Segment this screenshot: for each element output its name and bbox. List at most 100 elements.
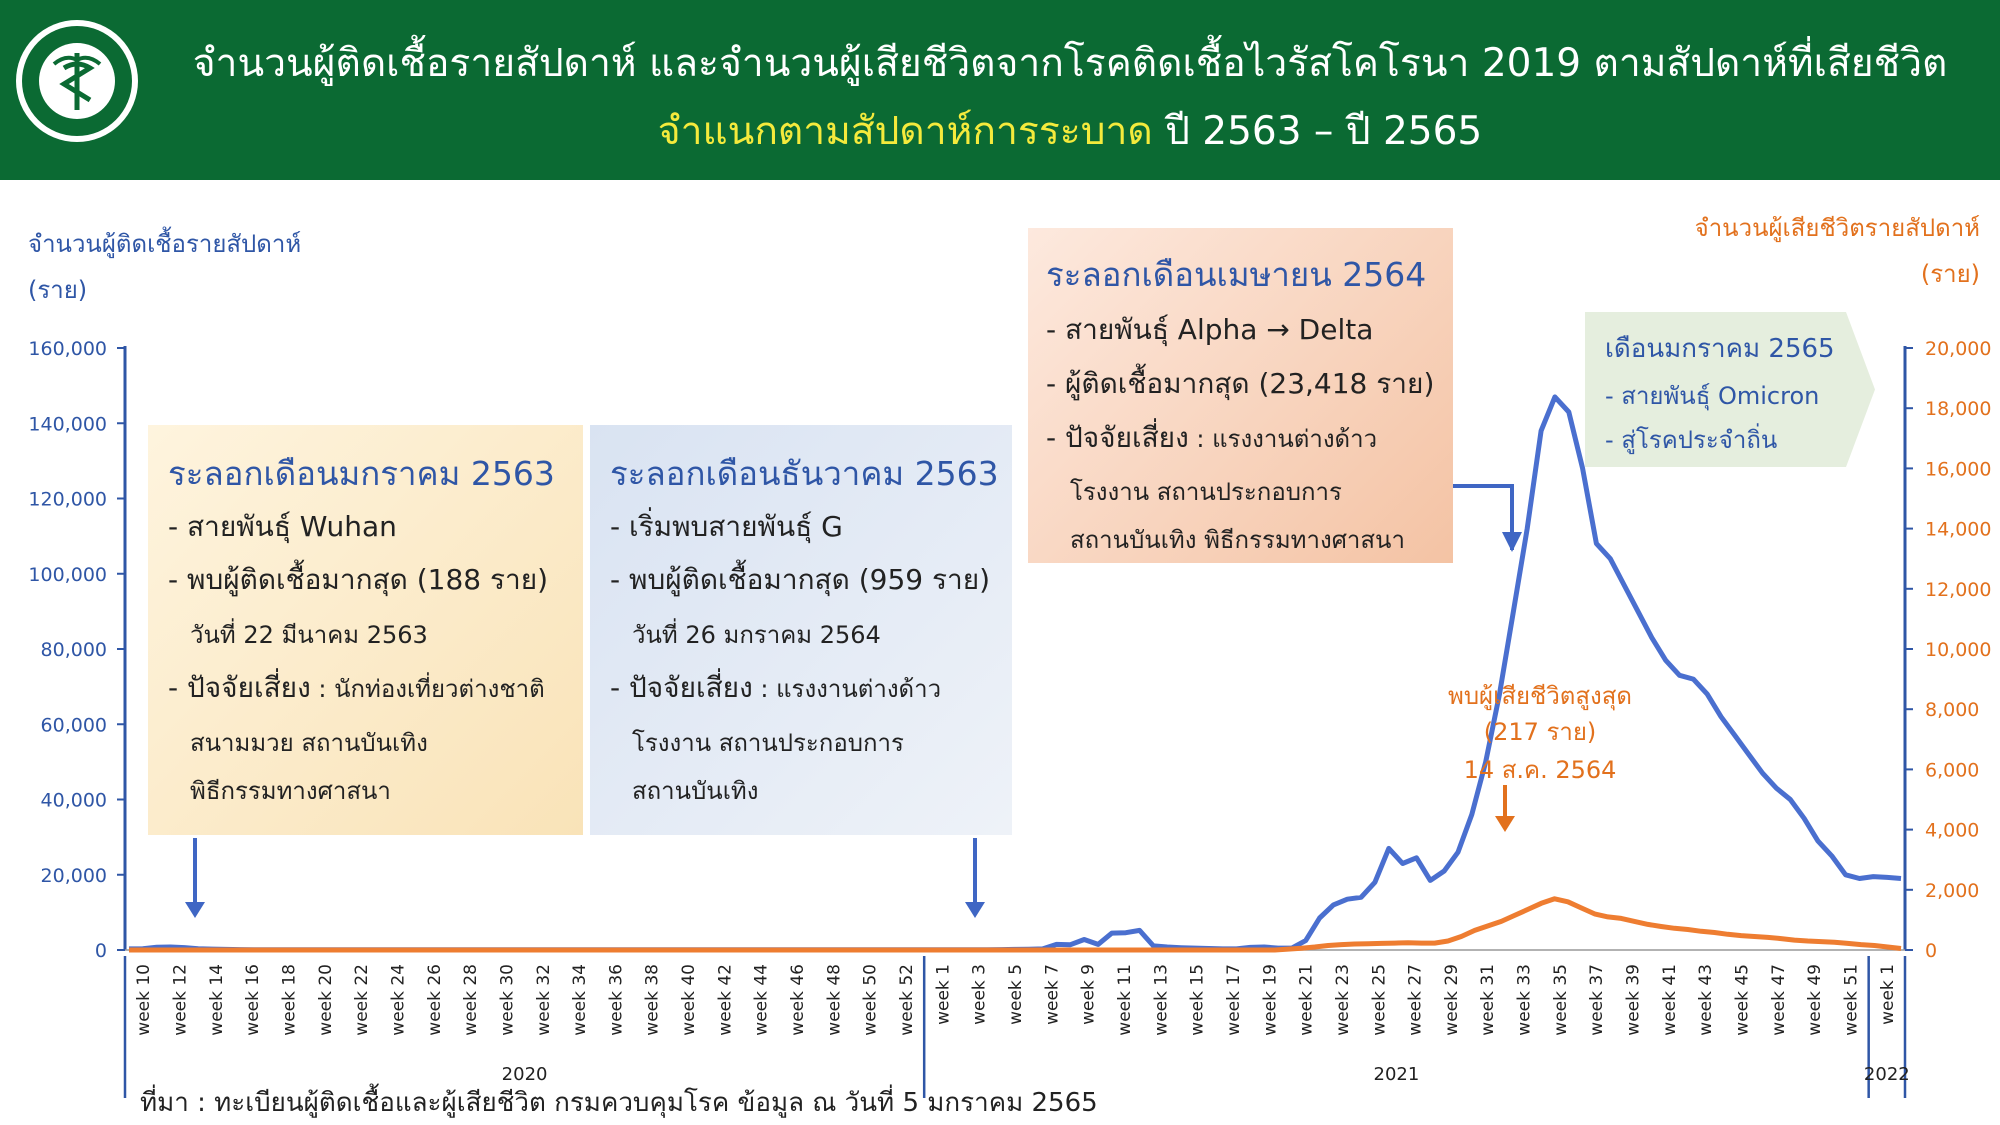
x-tick-label: week 36 [606, 964, 626, 1036]
left-tick-label: 0 [95, 940, 107, 962]
callout-line: พิธีกรรมทางศาสนา [190, 777, 391, 805]
right-tick-label: 8,000 [1925, 699, 1979, 721]
x-tick-label: week 15 [1188, 964, 1208, 1036]
callout-line: วันที่ 22 มีนาคม 2563 [190, 621, 428, 649]
arrow-wave3-head [1502, 532, 1522, 552]
header-title-years: ปี 2563 – ปี 2565 [1152, 109, 1483, 154]
left-tick-label: 20,000 [41, 865, 107, 887]
x-tick-label: week 39 [1624, 964, 1644, 1036]
x-tick-label: week 31 [1478, 964, 1498, 1036]
x-tick-label: week 3 [970, 964, 990, 1025]
right-tick-label: 0 [1925, 940, 1937, 962]
left-tick-label: 140,000 [28, 413, 107, 435]
callout-bold: - ปัจจัยเสี่ยง [1046, 421, 1189, 454]
death-peak-label: พบผู้เสียชีวิตสูงสุด [1448, 682, 1632, 710]
x-tick-label: week 1 [933, 964, 953, 1025]
x-tick-label: week 28 [461, 964, 481, 1036]
x-tick-label: week 17 [1224, 964, 1244, 1036]
callout-line: สถานบันเทิง พิธีกรรมทางศาสนา [1070, 526, 1405, 554]
x-tick-label: week 42 [715, 964, 735, 1036]
x-tick-label: week 14 [207, 964, 227, 1036]
x-tick-label: week 26 [425, 964, 445, 1036]
x-tick-label: week 38 [643, 964, 663, 1036]
callout-title: เดือนมกราคม 2565 [1605, 334, 1835, 364]
left-tick-label: 80,000 [41, 639, 107, 661]
x-tick-label: week 24 [388, 964, 408, 1036]
x-tick-label: week 30 [497, 964, 517, 1036]
year-label: 2020 [502, 1064, 548, 1085]
callout-line: สถานบันเทิง [632, 777, 759, 805]
x-tick-label: week 48 [824, 964, 844, 1036]
right-tick-label: 16,000 [1925, 458, 1991, 480]
death-peak-date: 14 ส.ค. 2564 [1463, 756, 1617, 784]
callout-jan-2565: เดือนมกราคม 2565 - สายพันธุ์ Omicron - ส… [1585, 312, 1875, 467]
death-peak-count: (217 ราย) [1483, 718, 1597, 746]
x-tick-label: week 12 [170, 964, 190, 1036]
x-tick-label: week 10 [134, 964, 154, 1036]
chart-area: 0 20,000 40,000 60,000 80,000 100,000 120,000 1… [28, 338, 1991, 1098]
callout-line: - พบผู้ติดเชื้อมากสุด (188 ราย) [168, 563, 549, 596]
callout-title: ระลอกเดือนธันวาคม 2563 [610, 454, 999, 493]
callout-line: - เริ่มพบสายพันธุ์ G [610, 510, 843, 543]
header-title-line1: จำนวนผู้ติดเชื้อรายสัปดาห์ และจำนวนผู้เส… [192, 41, 1948, 86]
callout-rest: : นักท่องเที่ยวต่างชาติ [310, 675, 545, 703]
callout-line: - ปัจจัยเสี่ยง : แรงงานต่างด้าว [1046, 416, 1377, 460]
callout-line: - สายพันธุ์ Wuhan [168, 510, 397, 543]
callout-apr-2564: ระลอกเดือนเมษายน 2564 - สายพันธุ์ Alpha … [1028, 228, 1453, 563]
x-tick-label: week 7 [1042, 964, 1062, 1025]
x-tick-label: week 41 [1660, 964, 1680, 1036]
callout-line: วันที่ 26 มกราคม 2564 [632, 621, 881, 649]
x-tick-label: week 37 [1587, 964, 1607, 1036]
callout-line: - พบผู้ติดเชื้อมากสุด (959 ราย) [610, 563, 991, 596]
left-tick-label: 60,000 [41, 714, 107, 736]
x-tick-label: week 21 [1297, 964, 1317, 1036]
right-tick-label: 10,000 [1925, 639, 1991, 661]
x-tick-label: week 32 [534, 964, 554, 1036]
x-tick-label: week 27 [1406, 964, 1426, 1036]
left-tick-label: 40,000 [41, 790, 107, 812]
callout-dec-2563: ระลอกเดือนธันวาคม 2563 - เริ่มพบสายพันธุ… [590, 425, 1012, 835]
source-footnote: ที่มา : ทะเบียนผู้ติดเชื้อและผู้เสียชีวิ… [140, 1088, 1098, 1118]
year-label: 2022 [1864, 1064, 1910, 1085]
x-tick-label: week 25 [1369, 964, 1389, 1036]
left-axis-unit: (ราย) [28, 276, 88, 304]
callout-title: ระลอกเดือนเมษายน 2564 [1046, 255, 1427, 294]
x-tick-label: week 34 [570, 964, 590, 1036]
x-tick-label: week 29 [1442, 964, 1462, 1036]
callout-bold: - ปัจจัยเสี่ยง [610, 671, 753, 704]
left-tick-label: 160,000 [28, 338, 107, 360]
x-tick-label: week 44 [752, 964, 772, 1036]
x-tick-label: week 49 [1805, 964, 1825, 1036]
callout-line: - สายพันธุ์ Omicron [1605, 382, 1820, 410]
x-tick-label: week 50 [861, 964, 881, 1036]
x-tick-label: week 20 [316, 964, 336, 1036]
header-title-yellow: จำแนกตามสัปดาห์การระบาด [657, 109, 1153, 154]
callout-jan-2563: ระลอกเดือนมกราคม 2563 - สายพันธุ์ Wuhan … [148, 425, 583, 835]
arrow-wave1-head [185, 902, 205, 918]
callout-rest: : แรงงานต่างด้าว [752, 675, 942, 703]
right-tick-label: 20,000 [1925, 338, 1991, 360]
x-tick-label: week 9 [1079, 964, 1099, 1025]
left-tick-label: 100,000 [28, 564, 107, 586]
callout-line: - ผู้ติดเชื้อมากสุด (23,418 ราย) [1046, 367, 1435, 400]
right-tick-label: 14,000 [1925, 519, 1991, 541]
x-tick-label: week 1 [1878, 964, 1898, 1025]
x-tick-label: week 35 [1551, 964, 1571, 1036]
x-tick-label: week 47 [1769, 964, 1789, 1036]
arrow-wave2-head [965, 902, 985, 918]
x-tick-label: week 16 [243, 964, 263, 1036]
right-tick-label: 2,000 [1925, 880, 1979, 902]
left-axis-title: จำนวนผู้ติดเชื้อรายสัปดาห์ [28, 230, 302, 258]
right-tick-label: 6,000 [1925, 759, 1979, 781]
x-tick-label: week 52 [897, 964, 917, 1036]
x-tick-label: week 51 [1842, 964, 1862, 1036]
x-tick-label: week 11 [1115, 964, 1135, 1036]
right-tick-label: 4,000 [1925, 820, 1979, 842]
x-tick-label: week 13 [1151, 964, 1171, 1036]
x-tick-label: week 22 [352, 964, 372, 1036]
left-tick-label: 120,000 [28, 489, 107, 511]
ministry-seal-logo [16, 20, 138, 142]
arrow-death-peak-head [1495, 816, 1515, 832]
callout-line: - สู่โรคประจำถิ่น [1605, 426, 1778, 454]
deaths-line [129, 896, 1902, 953]
